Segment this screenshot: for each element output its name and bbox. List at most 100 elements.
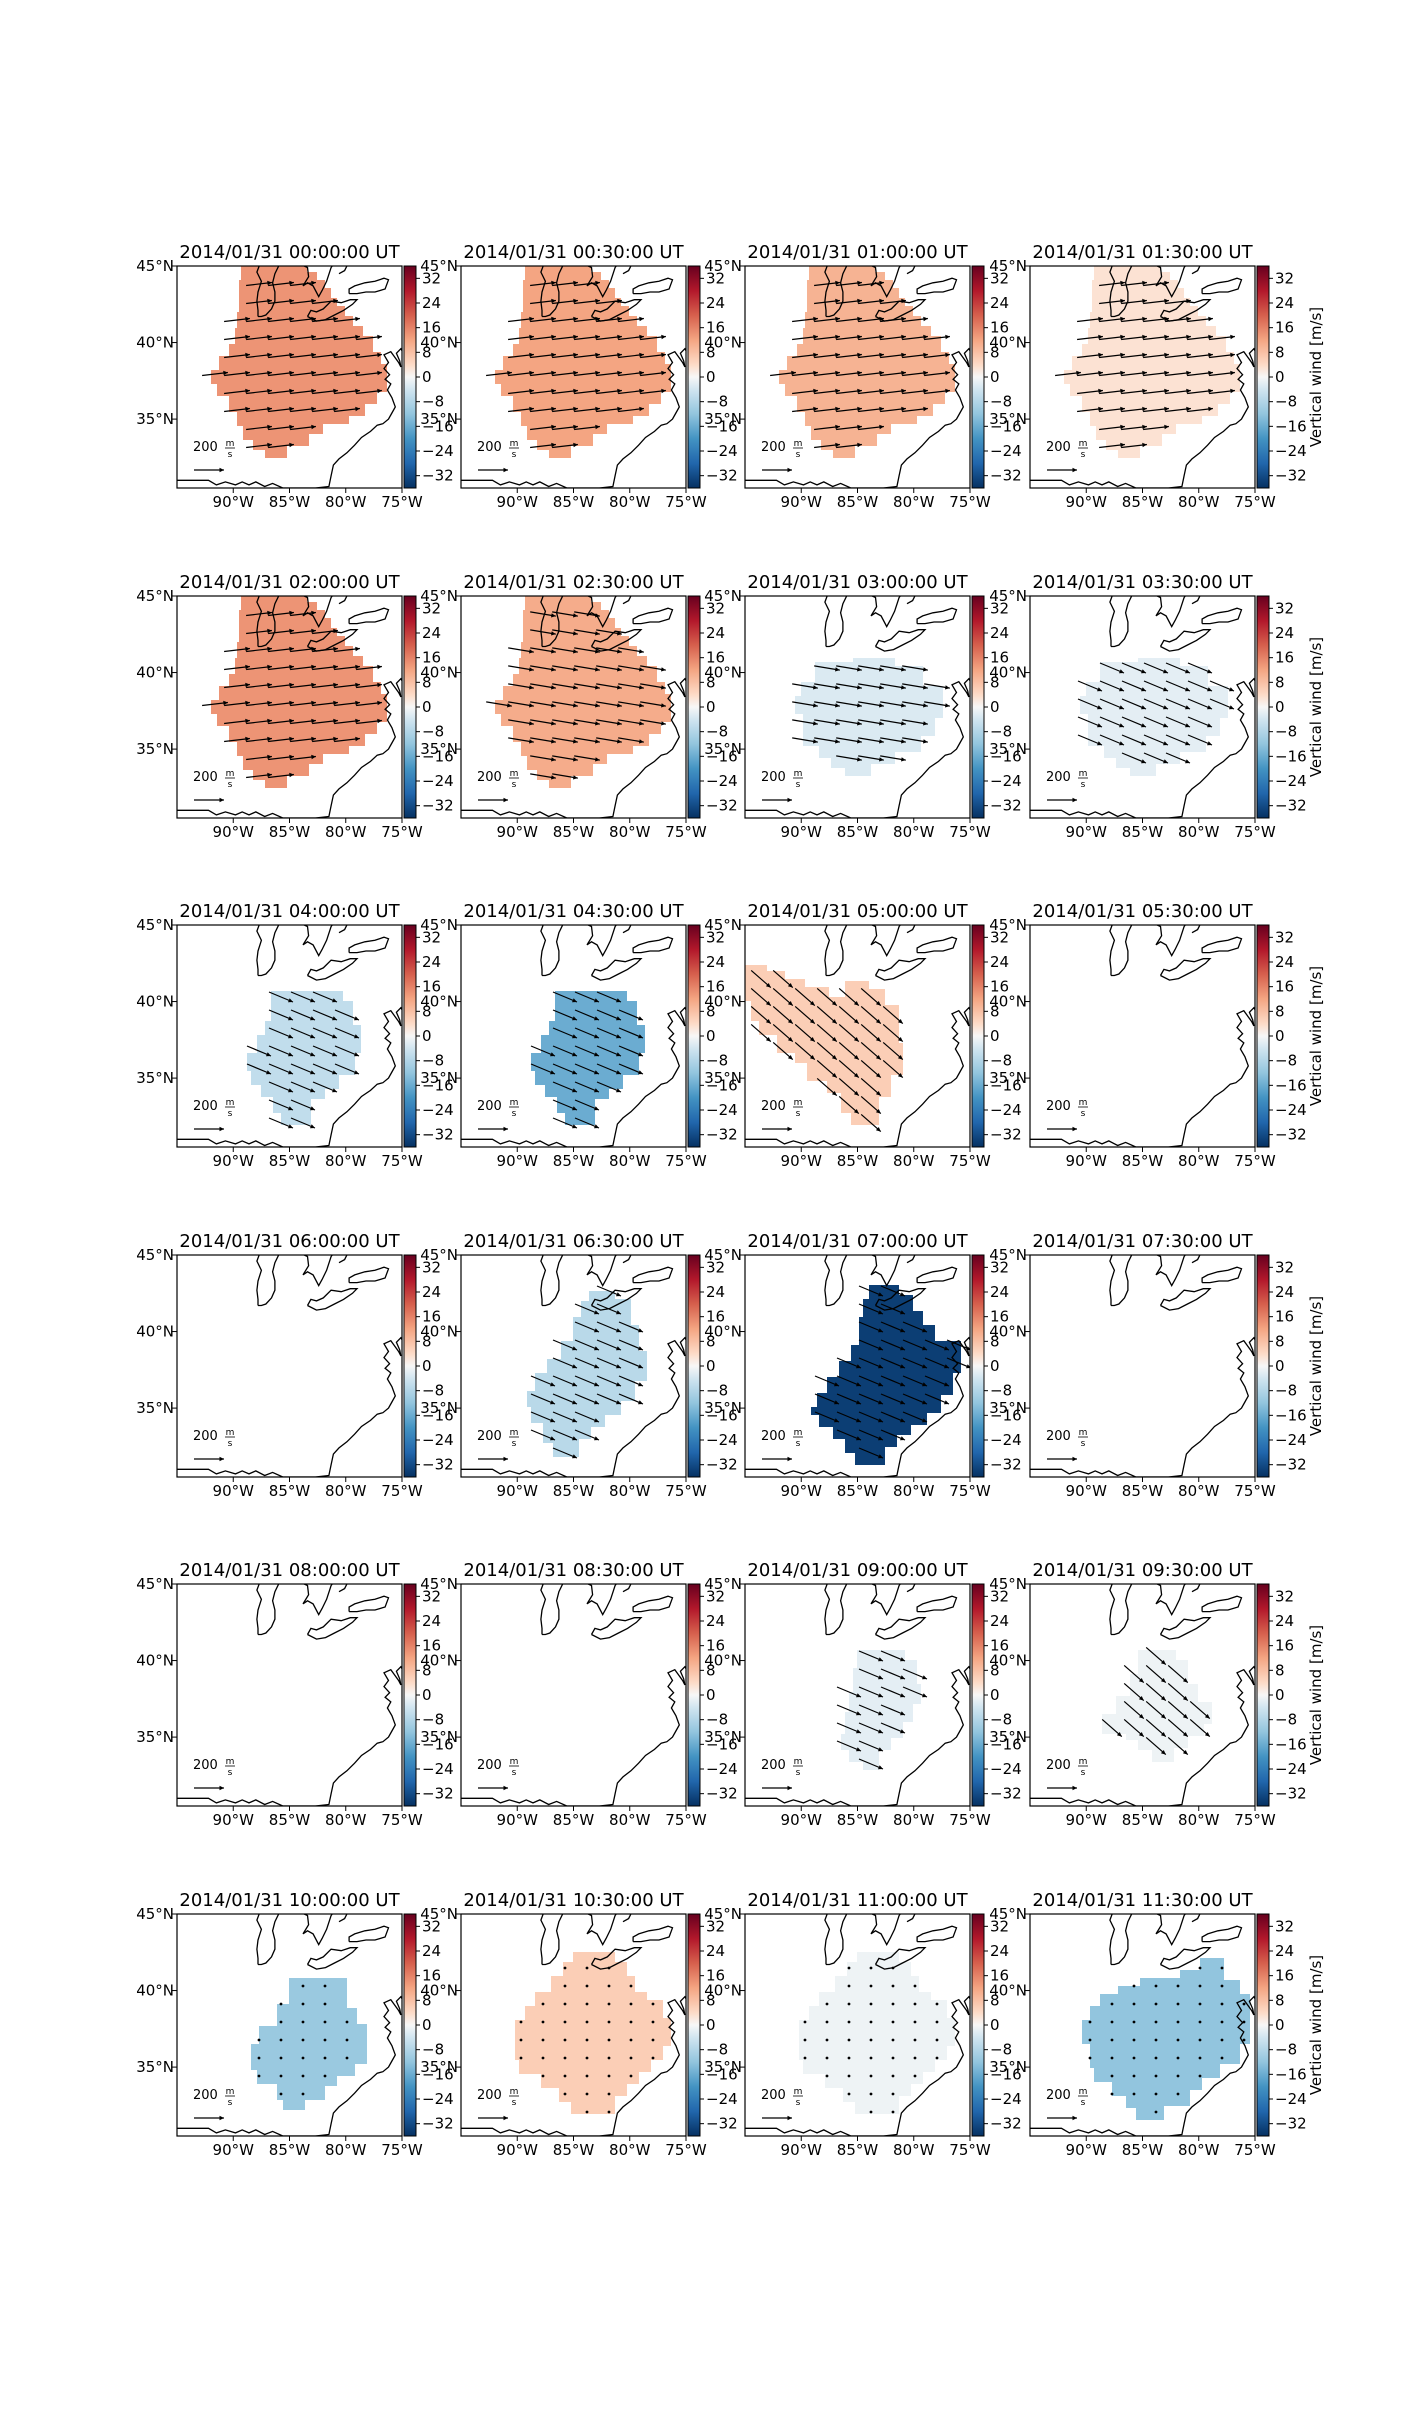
- wind-vector: [224, 316, 250, 323]
- wind-vector: [290, 370, 316, 377]
- lon-tick-label: 90°W: [213, 1152, 255, 1170]
- wind-vector: [290, 352, 316, 359]
- wind-vector: [814, 352, 840, 359]
- lake-outline: [256, 266, 280, 318]
- lon-tick-label: 80°W: [893, 1482, 935, 1500]
- wind-vector: [268, 718, 294, 725]
- reference-vector-label: 200: [761, 770, 786, 785]
- wind-vector: [836, 719, 862, 726]
- wind-vector: [268, 628, 294, 635]
- lake-outline: [338, 925, 348, 934]
- wind-vector: [574, 388, 600, 395]
- wind-vector: [1077, 734, 1103, 746]
- wind-vector: [880, 1375, 906, 1387]
- wind-vector: [814, 316, 840, 323]
- colorbar-gradient: [687, 1254, 701, 1478]
- map-area: [1030, 1255, 1255, 1477]
- wind-vector: [1099, 716, 1125, 728]
- wind-vector-dot: [519, 2038, 523, 2042]
- wind-vectors: [1055, 280, 1235, 449]
- wind-vector: [596, 352, 622, 359]
- reference-vector: 200 ms: [1046, 439, 1088, 473]
- units-numerator: m: [794, 2087, 803, 2097]
- wind-vector: [880, 1668, 906, 1680]
- wind-vector-dot: [1176, 2020, 1180, 2024]
- colorbar-gradient: [1256, 595, 1270, 819]
- wind-vector-dot: [1154, 1984, 1158, 1988]
- colorbar-gradient: [687, 924, 701, 1148]
- reference-vector-units: ms: [225, 1757, 235, 1778]
- colorbar-tick-label: 24: [1275, 953, 1294, 971]
- wind-vector: [552, 737, 578, 744]
- lat-tick-label: 45°N: [136, 916, 174, 934]
- lat-tick-label: 35°N: [704, 2058, 742, 2076]
- wind-vector-dot: [323, 1984, 327, 1988]
- wind-vector: [1189, 1700, 1211, 1720]
- wind-vector: [508, 406, 534, 413]
- wind-vector: [246, 316, 272, 323]
- wind-vector-dot: [563, 2056, 567, 2060]
- wind-vector: [290, 754, 316, 761]
- wind-vector: [858, 1668, 884, 1680]
- wind-vector: [1077, 406, 1103, 413]
- map-area: [745, 266, 970, 488]
- units-numerator: m: [794, 769, 803, 779]
- wind-vector: [268, 424, 294, 431]
- lat-tick-label: 45°N: [420, 1905, 458, 1923]
- wind-vector: [552, 665, 578, 672]
- lake-outline: [622, 1914, 632, 1923]
- reference-vector: 200 ms: [761, 1098, 803, 1132]
- lake-outline: [1109, 1255, 1133, 1307]
- colorbar-tick-label: −16: [990, 747, 1022, 765]
- colorbar-tick-label: 0: [990, 1027, 1000, 1045]
- wind-vector-dot: [847, 2020, 851, 2024]
- wind-vector: [1099, 370, 1125, 377]
- colorbar-tick-label: 16: [1275, 649, 1294, 667]
- wind-vector: [880, 1285, 906, 1297]
- wind-vector: [224, 370, 250, 377]
- lon-tick-label: 75°W: [949, 1482, 991, 1500]
- colorbar-tick-label: −24: [990, 1760, 1022, 1778]
- lake-outline: [302, 1584, 334, 1616]
- wind-vector-dot: [869, 2002, 873, 2006]
- lake-outline: [256, 596, 280, 648]
- panel-title: 2014/01/31 01:00:00 UT: [747, 242, 968, 263]
- lon-tick-label: 80°W: [893, 493, 935, 511]
- lon-tick-label: 85°W: [837, 823, 879, 841]
- wind-vector-dot: [563, 2020, 567, 2024]
- lon-tick-label: 85°W: [553, 823, 595, 841]
- wind-vector: [552, 683, 578, 690]
- colorbar-tick-label: −8: [1275, 723, 1297, 741]
- wind-vector: [224, 406, 250, 413]
- colorbar-tick-label: −24: [422, 772, 454, 790]
- colorbar-tick-label: 32: [1275, 928, 1294, 946]
- wind-vector: [552, 370, 578, 377]
- lake-outline: [870, 1914, 902, 1946]
- lat-tick-label: 35°N: [136, 1399, 174, 1417]
- lake-outline: [874, 1947, 927, 1970]
- coastline: [745, 347, 970, 488]
- wind-vector: [880, 737, 906, 744]
- wind-vector: [902, 1393, 928, 1405]
- lat-tick-label: 45°N: [136, 1246, 174, 1264]
- wind-vector: [1143, 752, 1169, 764]
- lat-tick-label: 35°N: [989, 1728, 1027, 1746]
- lake-outline: [1109, 266, 1133, 318]
- lat-tick-label: 40°N: [136, 664, 174, 682]
- map-area: [177, 596, 402, 818]
- wind-vector: [596, 1063, 622, 1075]
- reference-vector-label: 200: [193, 440, 218, 455]
- map-area: [461, 596, 686, 818]
- wind-vector-dot: [257, 2074, 261, 2078]
- wind-vector: [574, 280, 600, 287]
- wind-vector-dot: [541, 2038, 545, 2042]
- colorbar-tick-label: −32: [706, 1456, 738, 1474]
- units-numerator: m: [1079, 769, 1088, 779]
- lake-outline: [824, 1584, 848, 1636]
- wind-vector-dot: [1198, 2002, 1202, 2006]
- units-numerator: m: [510, 1757, 519, 1767]
- reference-vector-units: ms: [509, 439, 519, 460]
